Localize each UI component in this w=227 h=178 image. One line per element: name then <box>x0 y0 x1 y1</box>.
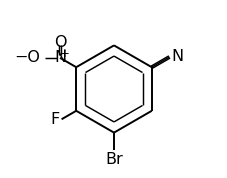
Text: F: F <box>50 112 59 127</box>
Text: Br: Br <box>105 152 122 167</box>
Text: +: + <box>60 47 70 61</box>
Text: N: N <box>54 50 66 65</box>
Text: N: N <box>171 49 183 64</box>
Text: −O: −O <box>14 50 40 65</box>
Text: O: O <box>54 35 66 50</box>
